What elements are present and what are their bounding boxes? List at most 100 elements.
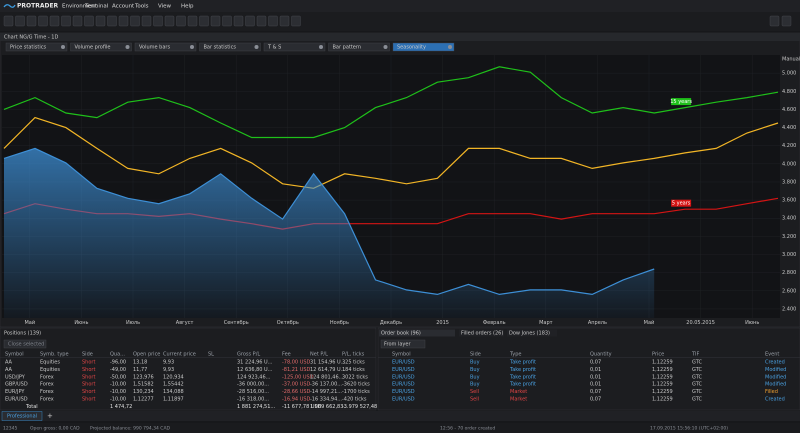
- button-label[interactable]: Close selected: [8, 342, 44, 348]
- chart-tab-label[interactable]: Price statistics: [10, 45, 46, 51]
- cell: Buy: [470, 374, 480, 380]
- cell: 0,01: [590, 367, 601, 373]
- chart-tab[interactable]: [328, 42, 390, 52]
- y-tick-label: 4.600: [782, 107, 796, 113]
- dropdown-label[interactable]: From layer: [384, 342, 411, 348]
- menu-item[interactable]: Help: [181, 4, 194, 10]
- toolbar-icon[interactable]: [61, 15, 71, 27]
- workspace-tab-label[interactable]: Professional: [7, 414, 37, 420]
- menu-item[interactable]: Account: [112, 4, 135, 10]
- cell: EUR/USD: [392, 382, 415, 388]
- toolbar-icon[interactable]: [187, 15, 198, 27]
- cell: Created: [765, 397, 785, 403]
- column-header: Side: [82, 352, 93, 358]
- cell: GTC: [692, 367, 702, 373]
- menu-item[interactable]: Tools: [134, 4, 149, 10]
- toolbar-icon[interactable]: [118, 15, 129, 27]
- x-tick-label: Июнь: [74, 320, 88, 326]
- cell: Buy: [470, 360, 480, 366]
- toolbar-icon[interactable]: [769, 15, 780, 27]
- cell: Sell: [470, 397, 479, 403]
- y-tick-label: 4.400: [782, 125, 796, 131]
- column-header: TIF: [691, 352, 700, 358]
- toolbar-icon[interactable]: [3, 15, 14, 27]
- chart-tab[interactable]: [199, 42, 261, 52]
- cell: 0,07: [590, 389, 601, 395]
- tab-settings-icon: [254, 45, 259, 49]
- chart-tab[interactable]: [134, 42, 197, 52]
- cell: GTC: [692, 360, 702, 366]
- chart-tab[interactable]: [5, 42, 68, 52]
- add-tab[interactable]: +: [47, 412, 53, 420]
- cell: -28 516,00...: [237, 389, 269, 395]
- panel-tab-label[interactable]: Order book (96): [381, 331, 421, 337]
- toolbar-icon[interactable]: [95, 15, 106, 27]
- workspace-tab[interactable]: [1, 411, 43, 421]
- cell: -28,66 USD: [282, 389, 311, 395]
- toolbar-icon[interactable]: [49, 15, 60, 27]
- orders-panel: [377, 327, 800, 411]
- chart-tab-label[interactable]: Volume profile: [75, 45, 111, 51]
- menu-item[interactable]: View: [158, 4, 172, 10]
- cell: -36 137,00...: [310, 382, 342, 388]
- cell: Take profit: [509, 367, 536, 373]
- toolbar-icon[interactable]: [141, 15, 152, 27]
- toolbar-icon[interactable]: [199, 15, 209, 27]
- cell: EUR/USD: [392, 389, 415, 395]
- toolbar-icon[interactable]: [245, 15, 255, 27]
- toolbar-icon[interactable]: [26, 15, 37, 27]
- chart-tab-label[interactable]: Bar statistics: [204, 45, 237, 51]
- panel-tab[interactable]: [379, 329, 455, 337]
- panel-tab-label[interactable]: Dow Jones (183): [509, 331, 550, 337]
- cell: 0,01: [590, 382, 601, 388]
- column-header: SL: [208, 352, 214, 358]
- toolbar-icon[interactable]: [15, 15, 25, 27]
- chart-tab-label[interactable]: T & S: [267, 45, 281, 51]
- toolbar-icon[interactable]: [268, 15, 278, 27]
- panel-tab[interactable]: [459, 329, 504, 337]
- panel-tab-label[interactable]: Filled orders (26): [461, 331, 503, 337]
- toolbar-icon[interactable]: [107, 15, 117, 27]
- toolbar-icon[interactable]: [153, 15, 163, 27]
- toolbar-icon[interactable]: [164, 15, 175, 27]
- chart-tab[interactable]: [70, 42, 132, 52]
- chart-tab-label[interactable]: Seasonality: [397, 45, 426, 51]
- toolbar-icon[interactable]: [72, 15, 83, 27]
- y-tick-label: 5.000: [782, 71, 796, 77]
- panel-tab[interactable]: [507, 329, 557, 337]
- chart-tab-label[interactable]: Bar pattern: [333, 45, 362, 51]
- toolbar-icon[interactable]: [210, 15, 221, 27]
- toolbar-icon[interactable]: [291, 15, 301, 27]
- dropdown[interactable]: [380, 339, 426, 349]
- positions-panel: [0, 327, 377, 411]
- cell: 12 636,80 U...: [237, 367, 273, 373]
- column-header: Symbol: [5, 352, 24, 358]
- cell: 31 224,96 U...: [237, 360, 273, 366]
- toolbar-icon[interactable]: [130, 15, 140, 27]
- menu-item[interactable]: Environment: [62, 4, 98, 10]
- series-label-box: [671, 199, 692, 207]
- toolbar-icon[interactable]: [256, 15, 267, 27]
- total-cell: 1 881 274,51...: [237, 404, 276, 410]
- toolbar-icon[interactable]: [781, 15, 792, 27]
- chart-tab[interactable]: [392, 42, 455, 52]
- toolbar-icon[interactable]: [176, 15, 186, 27]
- column-header: Quantity: [590, 352, 612, 358]
- toolbar-icon[interactable]: [84, 15, 94, 27]
- cell: 3022 ticks: [342, 374, 368, 380]
- toolbar-icon[interactable]: [233, 15, 244, 27]
- y-tick-label: 4.800: [782, 89, 796, 95]
- series-line: [3, 147, 655, 296]
- cell: Forex: [40, 397, 54, 403]
- toolbar-icon[interactable]: [222, 15, 232, 27]
- toolbar-icon[interactable]: [38, 15, 48, 27]
- chart-tab[interactable]: [263, 42, 326, 52]
- cell: Forex: [40, 389, 54, 395]
- cell: GTC: [692, 382, 702, 388]
- cell: Created: [765, 360, 785, 366]
- menu-item[interactable]: Terminal: [84, 4, 109, 10]
- cell: -96,00: [110, 360, 126, 366]
- button[interactable]: [3, 339, 47, 349]
- toolbar-icon[interactable]: [279, 15, 290, 27]
- chart-tab-label[interactable]: Volume bars: [139, 45, 170, 51]
